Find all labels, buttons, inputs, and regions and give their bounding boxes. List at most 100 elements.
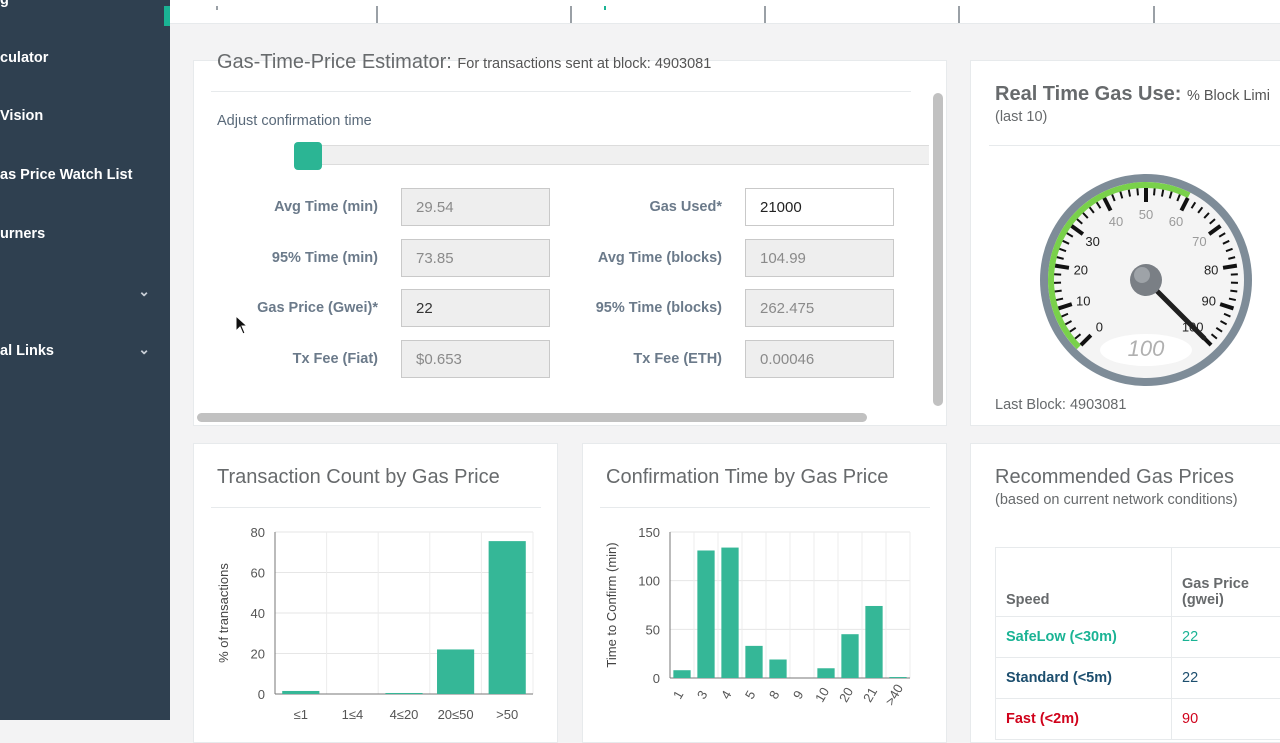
y-tick-label: 20 (251, 647, 265, 662)
gauge-tick-label: 30 (1085, 234, 1099, 249)
estimator-title-text: Gas-Time-Price Estimator: (217, 51, 452, 73)
gauge-tick (1129, 190, 1130, 197)
x-tick-label: 4 (718, 688, 735, 702)
gauge-tick (1230, 291, 1237, 292)
avg-time-min-label: Avg Time (min) (208, 199, 378, 215)
vertical-scrollbar[interactable] (933, 93, 943, 406)
x-tick-label: 8 (766, 688, 783, 702)
gauge-tick-label: 70 (1192, 234, 1206, 249)
avg-time-blocks-label: Avg Time (blocks) (552, 250, 722, 266)
y-tick-label: 40 (251, 606, 265, 621)
gauge-tick (1162, 190, 1163, 197)
tx-fee-eth-field (745, 340, 894, 378)
sidebar: g culator Vision as Price Watch List urn… (0, 0, 170, 720)
recommended-title: Recommended Gas Prices (995, 466, 1234, 489)
confirmation-slider-track[interactable] (295, 145, 929, 165)
sidebar-item-label: as Price Watch List (0, 167, 132, 183)
bar (817, 668, 834, 678)
estimator-title: Gas-Time-Price Estimator: For transactio… (217, 51, 711, 74)
bar (865, 606, 882, 678)
divider (600, 507, 930, 508)
x-tick-label: 20≤50 (438, 707, 474, 720)
bar (721, 548, 738, 678)
gas-use-gauge: 0102030405060708090100100 (1038, 172, 1254, 388)
x-tick-label: >40 (882, 681, 906, 708)
x-tick-label: 20 (836, 685, 856, 705)
gauge-tick (1055, 266, 1069, 268)
gauge-tick (1223, 266, 1237, 268)
recommended-subtitle: (based on current network conditions) (995, 492, 1238, 508)
gas-price-header: Gas Price (gwei) (1172, 548, 1280, 617)
last-block: Last Block: 4903081 (995, 397, 1126, 413)
gauge-hub-highlight (1134, 267, 1150, 283)
gas-price-label: Gas Price (Gwei)* (208, 300, 378, 316)
table-row: SafeLow (<30m) 22 (996, 617, 1280, 658)
table-row: Fast (<2m) 90 (996, 699, 1280, 740)
tab-divider (376, 6, 378, 23)
table-header-row: Speed Gas Price (gwei) (996, 548, 1280, 617)
gauge-tick-label: 80 (1204, 263, 1218, 278)
gas-price-field[interactable] (401, 289, 550, 327)
y-tick-label: 0 (653, 671, 660, 686)
x-tick-label: 4≤20 (390, 707, 419, 720)
p95-time-min-label: 95% Time (min) (208, 250, 378, 266)
y-tick-label: 50 (646, 622, 660, 637)
sidebar-item-watch-list[interactable]: as Price Watch List (0, 167, 170, 187)
price-cell: 90 (1172, 699, 1280, 740)
estimator-subtitle: For transactions sent at block: 4903081 (457, 56, 711, 72)
bar (385, 693, 422, 694)
tab-divider (216, 6, 218, 10)
sidebar-item-label: urners (0, 226, 45, 242)
tab-active-mark (604, 6, 606, 10)
gas-used-label: Gas Used* (552, 199, 722, 215)
bar (282, 691, 319, 694)
sidebar-item-calculator[interactable]: culator (0, 50, 170, 70)
sidebar-item-dropdown[interactable]: ⌄ (0, 285, 170, 305)
bar (769, 660, 786, 678)
x-tick-label: 1≤4 (342, 707, 364, 720)
avg-time-min-field (401, 188, 550, 226)
speed-header: Speed (996, 548, 1172, 617)
gauge-tick-label: 10 (1076, 293, 1090, 308)
x-tick-label: >50 (496, 707, 518, 720)
bar (673, 670, 690, 678)
gauge-tick-label: 50 (1139, 207, 1153, 222)
tx-count-title: Transaction Count by Gas Price (217, 466, 500, 489)
y-tick-label: 60 (251, 566, 265, 581)
gas-used-field[interactable] (745, 188, 894, 226)
x-tick-label: 9 (790, 688, 807, 702)
sidebar-item-vision[interactable]: Vision (0, 108, 170, 128)
y-tick-label: 150 (638, 525, 660, 540)
gas-use-subtitle: % Block Limi (1187, 88, 1270, 104)
gauge-tick-label: 40 (1109, 214, 1123, 229)
gauge-tick-label: 60 (1169, 214, 1183, 229)
gas-use-title-text: Real Time Gas Use: (995, 83, 1181, 105)
gauge-tick (1154, 188, 1155, 195)
top-tab-bar (170, 0, 1280, 24)
bar (489, 541, 526, 694)
chevron-down-icon: ⌄ (138, 343, 150, 358)
speed-cell: Standard (<5m) (996, 658, 1172, 699)
sidebar-item-0[interactable]: g (0, 0, 170, 12)
gauge-tick-label: 90 (1202, 293, 1216, 308)
price-cell: 22 (1172, 617, 1280, 658)
tab-divider (958, 6, 960, 23)
sidebar-item-burners[interactable]: urners (0, 226, 170, 246)
sidebar-item-label: al Links (0, 343, 54, 359)
tx-fee-fiat-field (401, 340, 550, 378)
gauge-tick (1055, 291, 1062, 292)
sidebar-item-external-links[interactable]: al Links ⌄ (0, 343, 170, 363)
horizontal-scrollbar[interactable] (197, 413, 867, 422)
price-cell: 22 (1172, 658, 1280, 699)
tab-divider (1153, 6, 1155, 23)
confirmation-slider-handle[interactable] (294, 142, 322, 170)
table-row: Standard (<5m) 22 (996, 658, 1280, 699)
x-tick-label: 1 (670, 688, 687, 702)
confirm-time-title: Confirmation Time by Gas Price (606, 466, 888, 489)
tab-divider (764, 6, 766, 23)
avg-time-blocks-field (745, 239, 894, 277)
tx-fee-fiat-label: Tx Fee (Fiat) (208, 351, 378, 367)
bar (697, 550, 714, 678)
y-axis-label: Time to Confirm (min) (604, 542, 619, 667)
